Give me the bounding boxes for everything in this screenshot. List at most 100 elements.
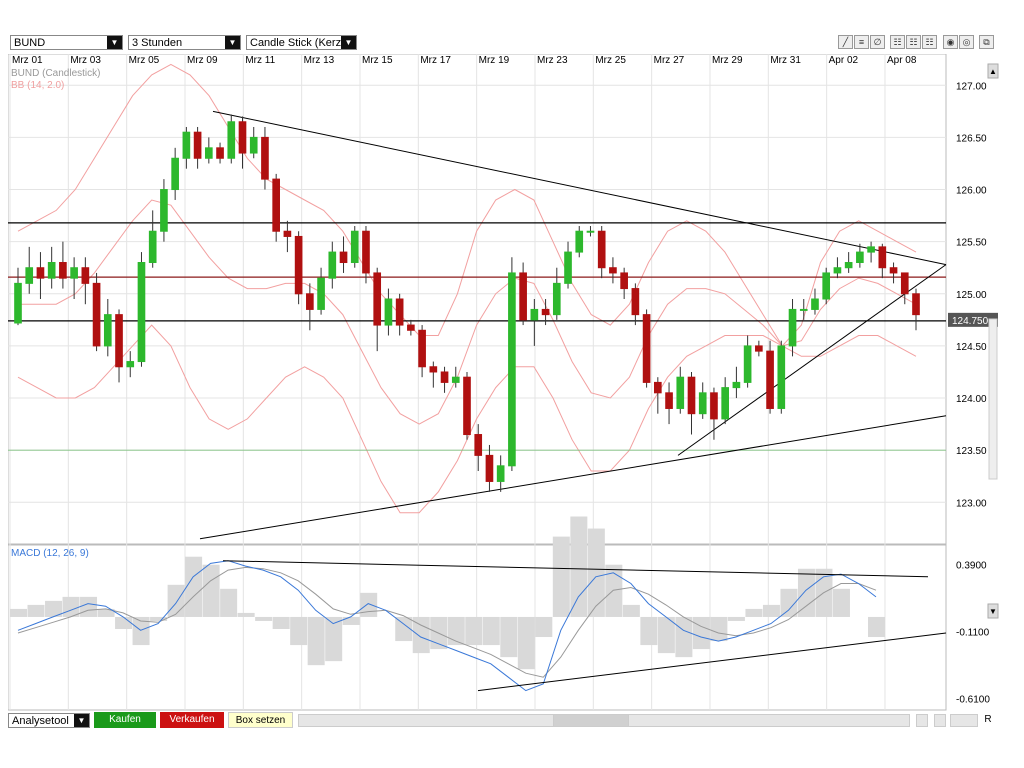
candle-body	[261, 136, 269, 180]
candle-body	[362, 230, 370, 274]
candle-body	[463, 376, 471, 436]
erase-button[interactable]: ∅	[870, 35, 885, 49]
candle-body	[496, 465, 505, 482]
price-legend-bb: BB (14, 2.0)	[11, 80, 64, 91]
candle-body	[631, 288, 640, 316]
candle-body	[440, 371, 449, 383]
popout-button[interactable]: ⧉	[979, 35, 994, 49]
candle-body	[676, 376, 685, 409]
macd-histogram-bar	[27, 604, 45, 617]
macd-histogram-bar	[587, 528, 605, 617]
kaufen-button[interactable]: Kaufen	[94, 712, 156, 728]
zoom-button[interactable]: ◉	[943, 35, 958, 49]
chart-area[interactable]: Mrz 01 Mrz 03 Mrz 05 Mrz 09 Mrz 11 Mrz 13 Mrz …	[7, 53, 1000, 734]
analysetool-label: Analysetool	[12, 715, 69, 727]
price-tick-label: 124.00	[956, 394, 987, 405]
candle-body	[912, 293, 920, 316]
candle-body	[429, 366, 438, 373]
macd-histogram-bar	[150, 616, 168, 621]
kaufen-label: Kaufen	[109, 714, 141, 725]
bb-upper-band	[17, 63, 917, 347]
candle-body	[395, 298, 404, 326]
settings-button[interactable]: ◎	[959, 35, 974, 49]
scroll-up-button[interactable]	[987, 63, 999, 79]
candle-body	[272, 178, 281, 232]
zoom-out-button[interactable]	[934, 714, 946, 727]
candle-body	[216, 147, 224, 159]
last-price-box	[948, 312, 998, 327]
price-tick-label: 125.50	[956, 238, 987, 249]
macd-histogram-bar	[185, 556, 203, 617]
price-tick-label: 126.50	[956, 133, 987, 144]
date-label: Mrz 01	[12, 55, 43, 66]
grid-button-1[interactable]: ☷	[890, 35, 905, 49]
date-label: Mrz 05	[129, 55, 160, 66]
macd-histogram-bar	[780, 588, 798, 617]
candle-body	[317, 277, 325, 310]
line-draw-button[interactable]: ╱	[838, 35, 853, 49]
interval-select[interactable]: 3 Stunden ▼	[128, 35, 241, 50]
candle-body	[564, 251, 572, 284]
macd-histogram-bar	[395, 616, 413, 642]
vertical-scrollbar[interactable]	[988, 318, 998, 480]
box-setzen-label: Box setzen	[235, 715, 286, 726]
instrument-select[interactable]: BUND ▼	[10, 35, 123, 50]
candle-body	[867, 246, 875, 253]
macd-tick-label: -0.6100	[956, 695, 990, 706]
date-label: Apr 02	[829, 55, 859, 66]
macd-histogram-bar	[500, 616, 518, 658]
macd-tick-label: 0.3900	[956, 561, 987, 572]
box-setzen-button[interactable]: Box setzen	[228, 712, 293, 728]
zoom-slider[interactable]	[950, 714, 978, 727]
candle-body	[294, 235, 303, 295]
macd-histogram-bar	[167, 584, 185, 617]
candle-body	[249, 136, 258, 154]
verkaufen-label: Verkaufen	[169, 714, 215, 725]
scroll-down-button[interactable]	[987, 603, 999, 619]
reset-button[interactable]: R	[982, 712, 994, 728]
macd-histogram-bar	[447, 616, 465, 646]
candle-body	[788, 308, 797, 347]
macd-panel: 0.3900 -0.1100 -0.6100	[10, 516, 990, 706]
analysetool-select[interactable]: Analysetool ▼	[8, 713, 90, 728]
macd-histogram-bar	[675, 616, 693, 658]
candle-body	[14, 282, 22, 324]
macd-histogram-bar	[97, 608, 115, 617]
candle-body	[822, 272, 831, 300]
verkaufen-button[interactable]: Verkaufen	[160, 712, 224, 728]
grid-button-2[interactable]: ☷	[906, 35, 921, 49]
grid-icon: ☷	[909, 37, 918, 47]
macd-histogram-bar	[517, 616, 535, 670]
candle-body	[889, 267, 898, 274]
macd-histogram-bar	[45, 600, 63, 617]
candle-body	[586, 230, 595, 233]
macd-upper-trendline	[222, 560, 929, 578]
candle-body	[350, 230, 359, 264]
candle-body	[474, 434, 483, 456]
candle-body	[418, 329, 426, 368]
candle-body	[193, 131, 202, 159]
chart-type-select[interactable]: Candle Stick (Kerze ▼	[246, 35, 357, 50]
macd-histogram-bar	[115, 616, 133, 629]
candle-body	[665, 392, 673, 409]
macd-histogram-bar	[605, 564, 623, 617]
candle-body	[283, 230, 292, 237]
candle-body	[721, 387, 730, 420]
chart-app: BUND ▼ 3 Stunden ▼ Candle Stick (Kerze ▼…	[0, 30, 1024, 738]
candle-body	[710, 392, 718, 420]
candle-body	[653, 381, 662, 394]
macd-histogram-bar	[762, 604, 780, 617]
date-label: Mrz 03	[70, 55, 101, 66]
scrollbar-thumb[interactable]	[553, 714, 629, 727]
bottom-toolbar: Analysetool ▼ Kaufen Verkaufen Box setze…	[0, 710, 1024, 732]
scroll-right-button[interactable]	[916, 714, 928, 727]
macd-histogram-bar	[10, 608, 27, 617]
macd-histogram-bar	[710, 616, 728, 642]
macd-lower-trendline	[477, 632, 947, 692]
popout-icon: ⧉	[983, 37, 990, 47]
date-label: Mrz 09	[187, 55, 218, 66]
grid-button-3[interactable]: ☷	[922, 35, 937, 49]
candle-body	[833, 267, 842, 274]
horizontal-line-button[interactable]: ≡	[854, 35, 869, 49]
x-axis-labels: Mrz 01 Mrz 03 Mrz 05 Mrz 09 Mrz 11 Mrz 13 Mrz …	[12, 55, 917, 66]
